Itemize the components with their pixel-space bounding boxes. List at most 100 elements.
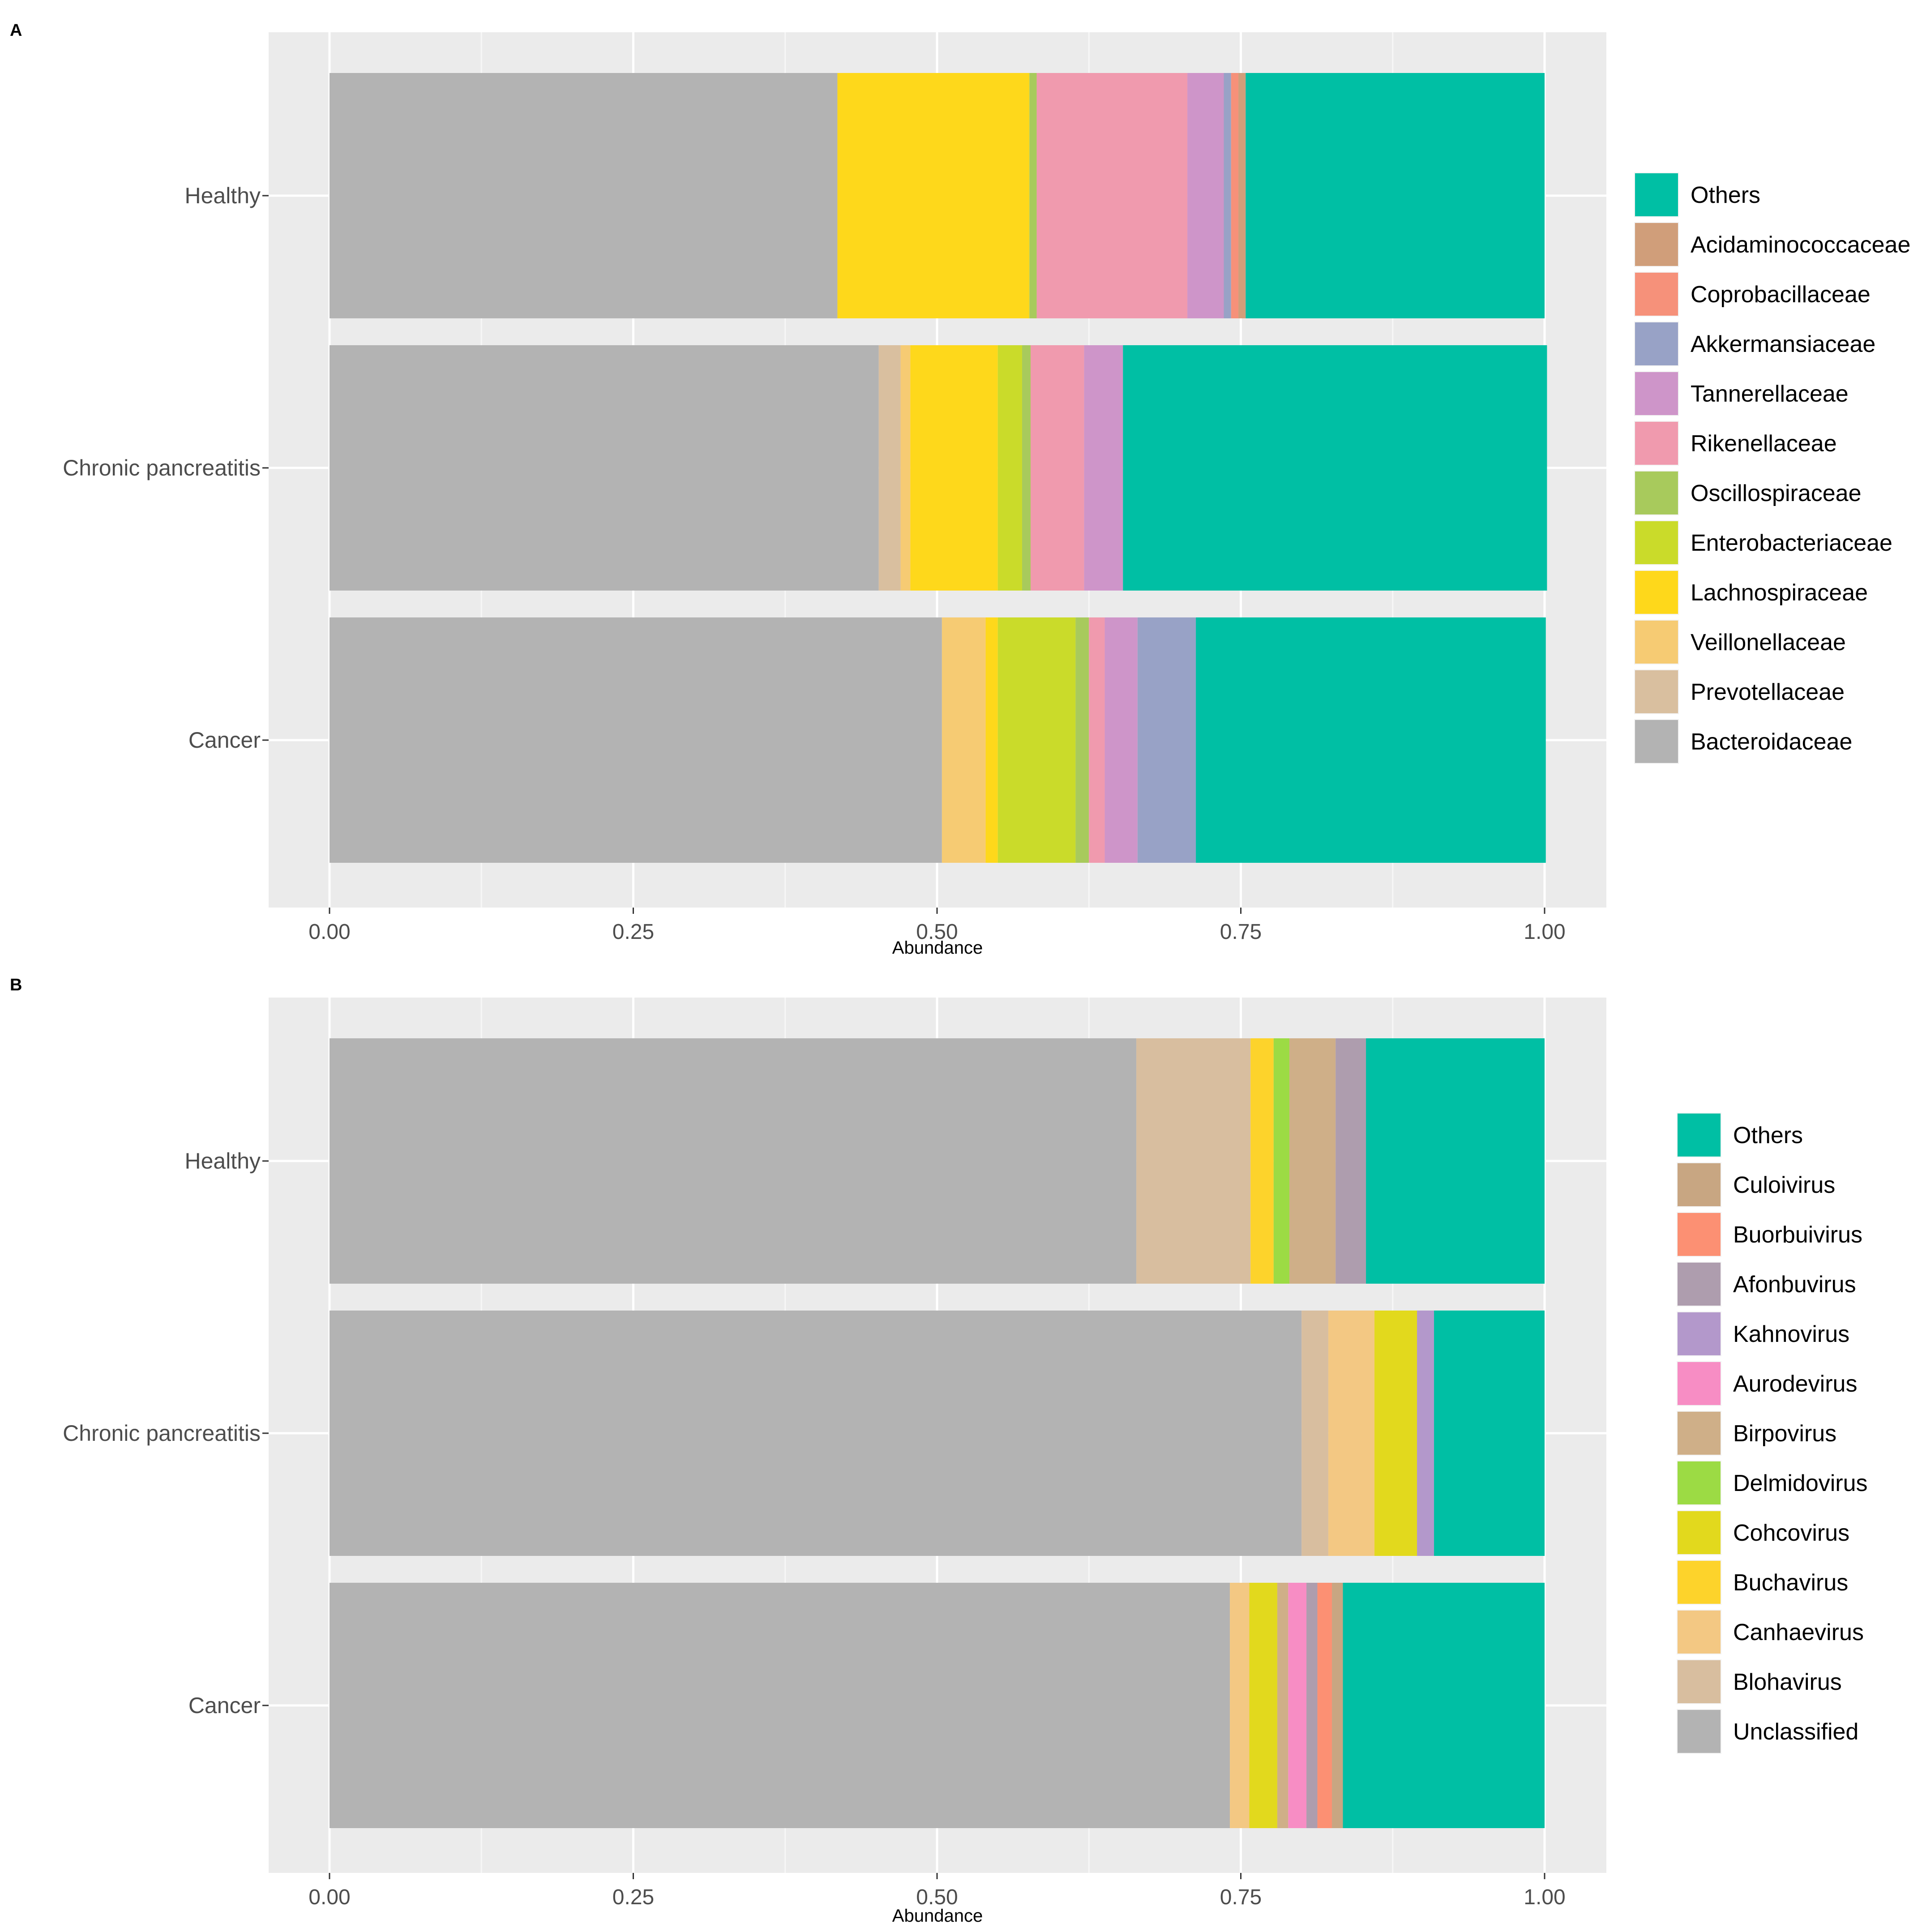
legend-label-enterobacteriaceae: Enterobacteriaceae xyxy=(1691,530,1892,556)
bar-segment-chronic-pancreatitis-bacteroidaceae xyxy=(330,345,879,591)
bar-segment-chronic-pancreatitis-lachnospiraceae xyxy=(910,345,998,591)
x-tick-label: 0.25 xyxy=(612,1885,654,1909)
legend-label-canhaevirus: Canhaevirus xyxy=(1733,1619,1864,1645)
legend-swatch-unclassified xyxy=(1678,1710,1721,1753)
x-tick-label: 1.00 xyxy=(1524,1885,1565,1909)
legend-swatch-lachnospiraceae xyxy=(1635,571,1678,614)
bar-segment-cancer-akkermansiaceae xyxy=(1137,617,1196,863)
legend-label-aurodevirus: Aurodevirus xyxy=(1733,1371,1857,1397)
bar-segment-chronic-pancreatitis-enterobacteriaceae xyxy=(997,345,1022,591)
x-tick-label: 0.00 xyxy=(308,1885,350,1909)
bar-segment-cancer-unclassified xyxy=(330,1583,1230,1828)
category-label: Cancer xyxy=(188,1693,261,1718)
bar-segment-chronic-pancreatitis-prevotellaceae xyxy=(878,345,901,591)
bar-segment-healthy-others xyxy=(1246,73,1545,318)
legend-swatch-delmidovirus xyxy=(1678,1461,1721,1504)
x-axis-a: 0.00 0.25 0.50 0.75 1.00 xyxy=(308,908,1566,944)
legend-swatch-canhaevirus xyxy=(1678,1611,1721,1654)
legend-label-bacteroidaceae: Bacteroidaceae xyxy=(1691,729,1852,755)
bar-segment-healthy-afonbuvirus xyxy=(1336,1038,1366,1284)
legend-b: Others Culoivirus Buorbuivirus Afonbuvirus K… xyxy=(1677,1113,1868,1754)
bar-segment-cancer-veillonellaceae xyxy=(942,617,986,863)
bar-segment-healthy-bacteroidaceae xyxy=(330,73,838,318)
legend-label-birpovirus: Birpovirus xyxy=(1733,1421,1836,1447)
legend-label-culoivirus: Culoivirus xyxy=(1733,1172,1835,1198)
legend-swatch-bacteroidaceae xyxy=(1635,720,1678,763)
bar-segment-chronic-pancreatitis-others xyxy=(1123,345,1547,591)
legend-swatch-tannerellaceae xyxy=(1635,372,1678,415)
category-label: Healthy xyxy=(184,1148,261,1174)
bar-segment-healthy-tannerellaceae xyxy=(1187,73,1224,318)
bar-segment-cancer-afonbuvirus xyxy=(1306,1583,1318,1828)
legend-swatch-others xyxy=(1678,1114,1721,1157)
x-tick-label: 0.00 xyxy=(308,920,350,944)
legend-label-afonbuvirus: Afonbuvirus xyxy=(1733,1272,1856,1298)
bar-segment-healthy-akkermansiaceae xyxy=(1224,73,1231,318)
bar-segment-chronic-pancreatitis-others xyxy=(1434,1311,1545,1556)
legend-swatch-akkermansiaceae xyxy=(1635,322,1678,365)
y-axis-a: Healthy Chronic pancreatitis Cancer xyxy=(63,183,269,753)
bar-segment-cancer-cohcovirus xyxy=(1249,1583,1277,1828)
legend-swatch-afonbuvirus xyxy=(1678,1263,1721,1306)
legend-label-acidaminococcaceae: Acidaminococcaceae xyxy=(1691,232,1910,258)
bar-segment-cancer-rikenellaceae xyxy=(1089,617,1105,863)
bar-segment-healthy-buchavirus xyxy=(1250,1038,1274,1284)
legend-swatch-prevotellaceae xyxy=(1635,670,1678,713)
legend-label-lachnospiraceae: Lachnospiraceae xyxy=(1691,580,1868,606)
legend-swatch-buchavirus xyxy=(1678,1561,1721,1604)
legend-swatch-birpovirus xyxy=(1678,1412,1721,1455)
bar-segment-healthy-oscillospiraceae xyxy=(1029,73,1037,318)
legend-a: Others Acidaminococcaceae Coprobacillaceae… xyxy=(1634,172,1910,764)
bar-segment-chronic-pancreatitis-blohavirus xyxy=(1301,1311,1328,1556)
x-tick-label: 0.25 xyxy=(612,920,654,944)
bar-segment-chronic-pancreatitis-veillonellaceae xyxy=(900,345,911,591)
bar-segment-healthy-acidaminococcaceae xyxy=(1238,73,1246,318)
bar-segment-cancer-tannerellaceae xyxy=(1104,617,1138,863)
legend-swatch-acidaminococcaceae xyxy=(1635,223,1678,266)
x-tick-label: 0.75 xyxy=(1220,1885,1262,1909)
bar-segment-healthy-unclassified xyxy=(330,1038,1137,1284)
bar-segment-chronic-pancreatitis-cohcovirus xyxy=(1374,1311,1417,1556)
bar-segment-healthy-others xyxy=(1366,1038,1545,1284)
bar-segment-cancer-culoivirus xyxy=(1332,1583,1343,1828)
bars-a xyxy=(330,73,1547,863)
legend-label-coprobacillaceae: Coprobacillaceae xyxy=(1691,282,1871,308)
legend-swatch-kahnovirus xyxy=(1678,1312,1721,1355)
category-label: Cancer xyxy=(188,728,261,753)
legend-swatch-culoivirus xyxy=(1678,1163,1721,1206)
panel-letter-b: B xyxy=(10,976,22,994)
bar-segment-cancer-oscillospiraceae xyxy=(1075,617,1089,863)
legend-swatch-others xyxy=(1635,173,1678,216)
y-axis-b: Healthy Chronic pancreatitis Cancer xyxy=(63,1148,269,1718)
bar-segment-chronic-pancreatitis-tannerellaceae xyxy=(1084,345,1123,591)
bar-segment-healthy-blohavirus xyxy=(1136,1038,1251,1284)
bar-segment-healthy-lachnospiraceae xyxy=(837,73,1030,318)
x-tick-label: 1.00 xyxy=(1524,920,1565,944)
panel-letter-a: A xyxy=(10,21,22,40)
category-label: Healthy xyxy=(184,183,261,208)
bar-segment-cancer-buorbuivirus xyxy=(1317,1583,1332,1828)
x-axis-title-a: Abundance xyxy=(892,938,983,958)
legend-label-others: Others xyxy=(1691,182,1760,208)
legend-label-rikenellaceae: Rikenellaceae xyxy=(1691,431,1837,457)
legend-label-buchavirus: Buchavirus xyxy=(1733,1570,1848,1596)
bar-segment-cancer-bacteroidaceae xyxy=(330,617,942,863)
bar-segment-chronic-pancreatitis-oscillospiraceae xyxy=(1022,345,1031,591)
x-axis-title-b: Abundance xyxy=(892,1906,983,1926)
legend-swatch-veillonellaceae xyxy=(1635,621,1678,664)
x-axis-b: 0.00 0.25 0.50 0.75 1.00 xyxy=(308,1873,1566,1909)
legend-label-kahnovirus: Kahnovirus xyxy=(1733,1321,1849,1347)
bar-segment-cancer-aurodevirus xyxy=(1288,1583,1307,1828)
legend-label-veillonellaceae: Veillonellaceae xyxy=(1691,630,1846,655)
x-tick-label: 0.75 xyxy=(1220,920,1262,944)
bar-segment-cancer-lachnospiraceae xyxy=(985,617,998,863)
legend-swatch-enterobacteriaceae xyxy=(1635,521,1678,564)
legend-label-unclassified: Unclassified xyxy=(1733,1719,1858,1745)
legend-swatch-blohavirus xyxy=(1678,1660,1721,1703)
legend-swatch-coprobacillaceae xyxy=(1635,273,1678,316)
bars-b xyxy=(330,1038,1545,1828)
legend-swatch-cohcovirus xyxy=(1678,1511,1721,1554)
bar-segment-chronic-pancreatitis-kahnovirus xyxy=(1417,1311,1434,1556)
